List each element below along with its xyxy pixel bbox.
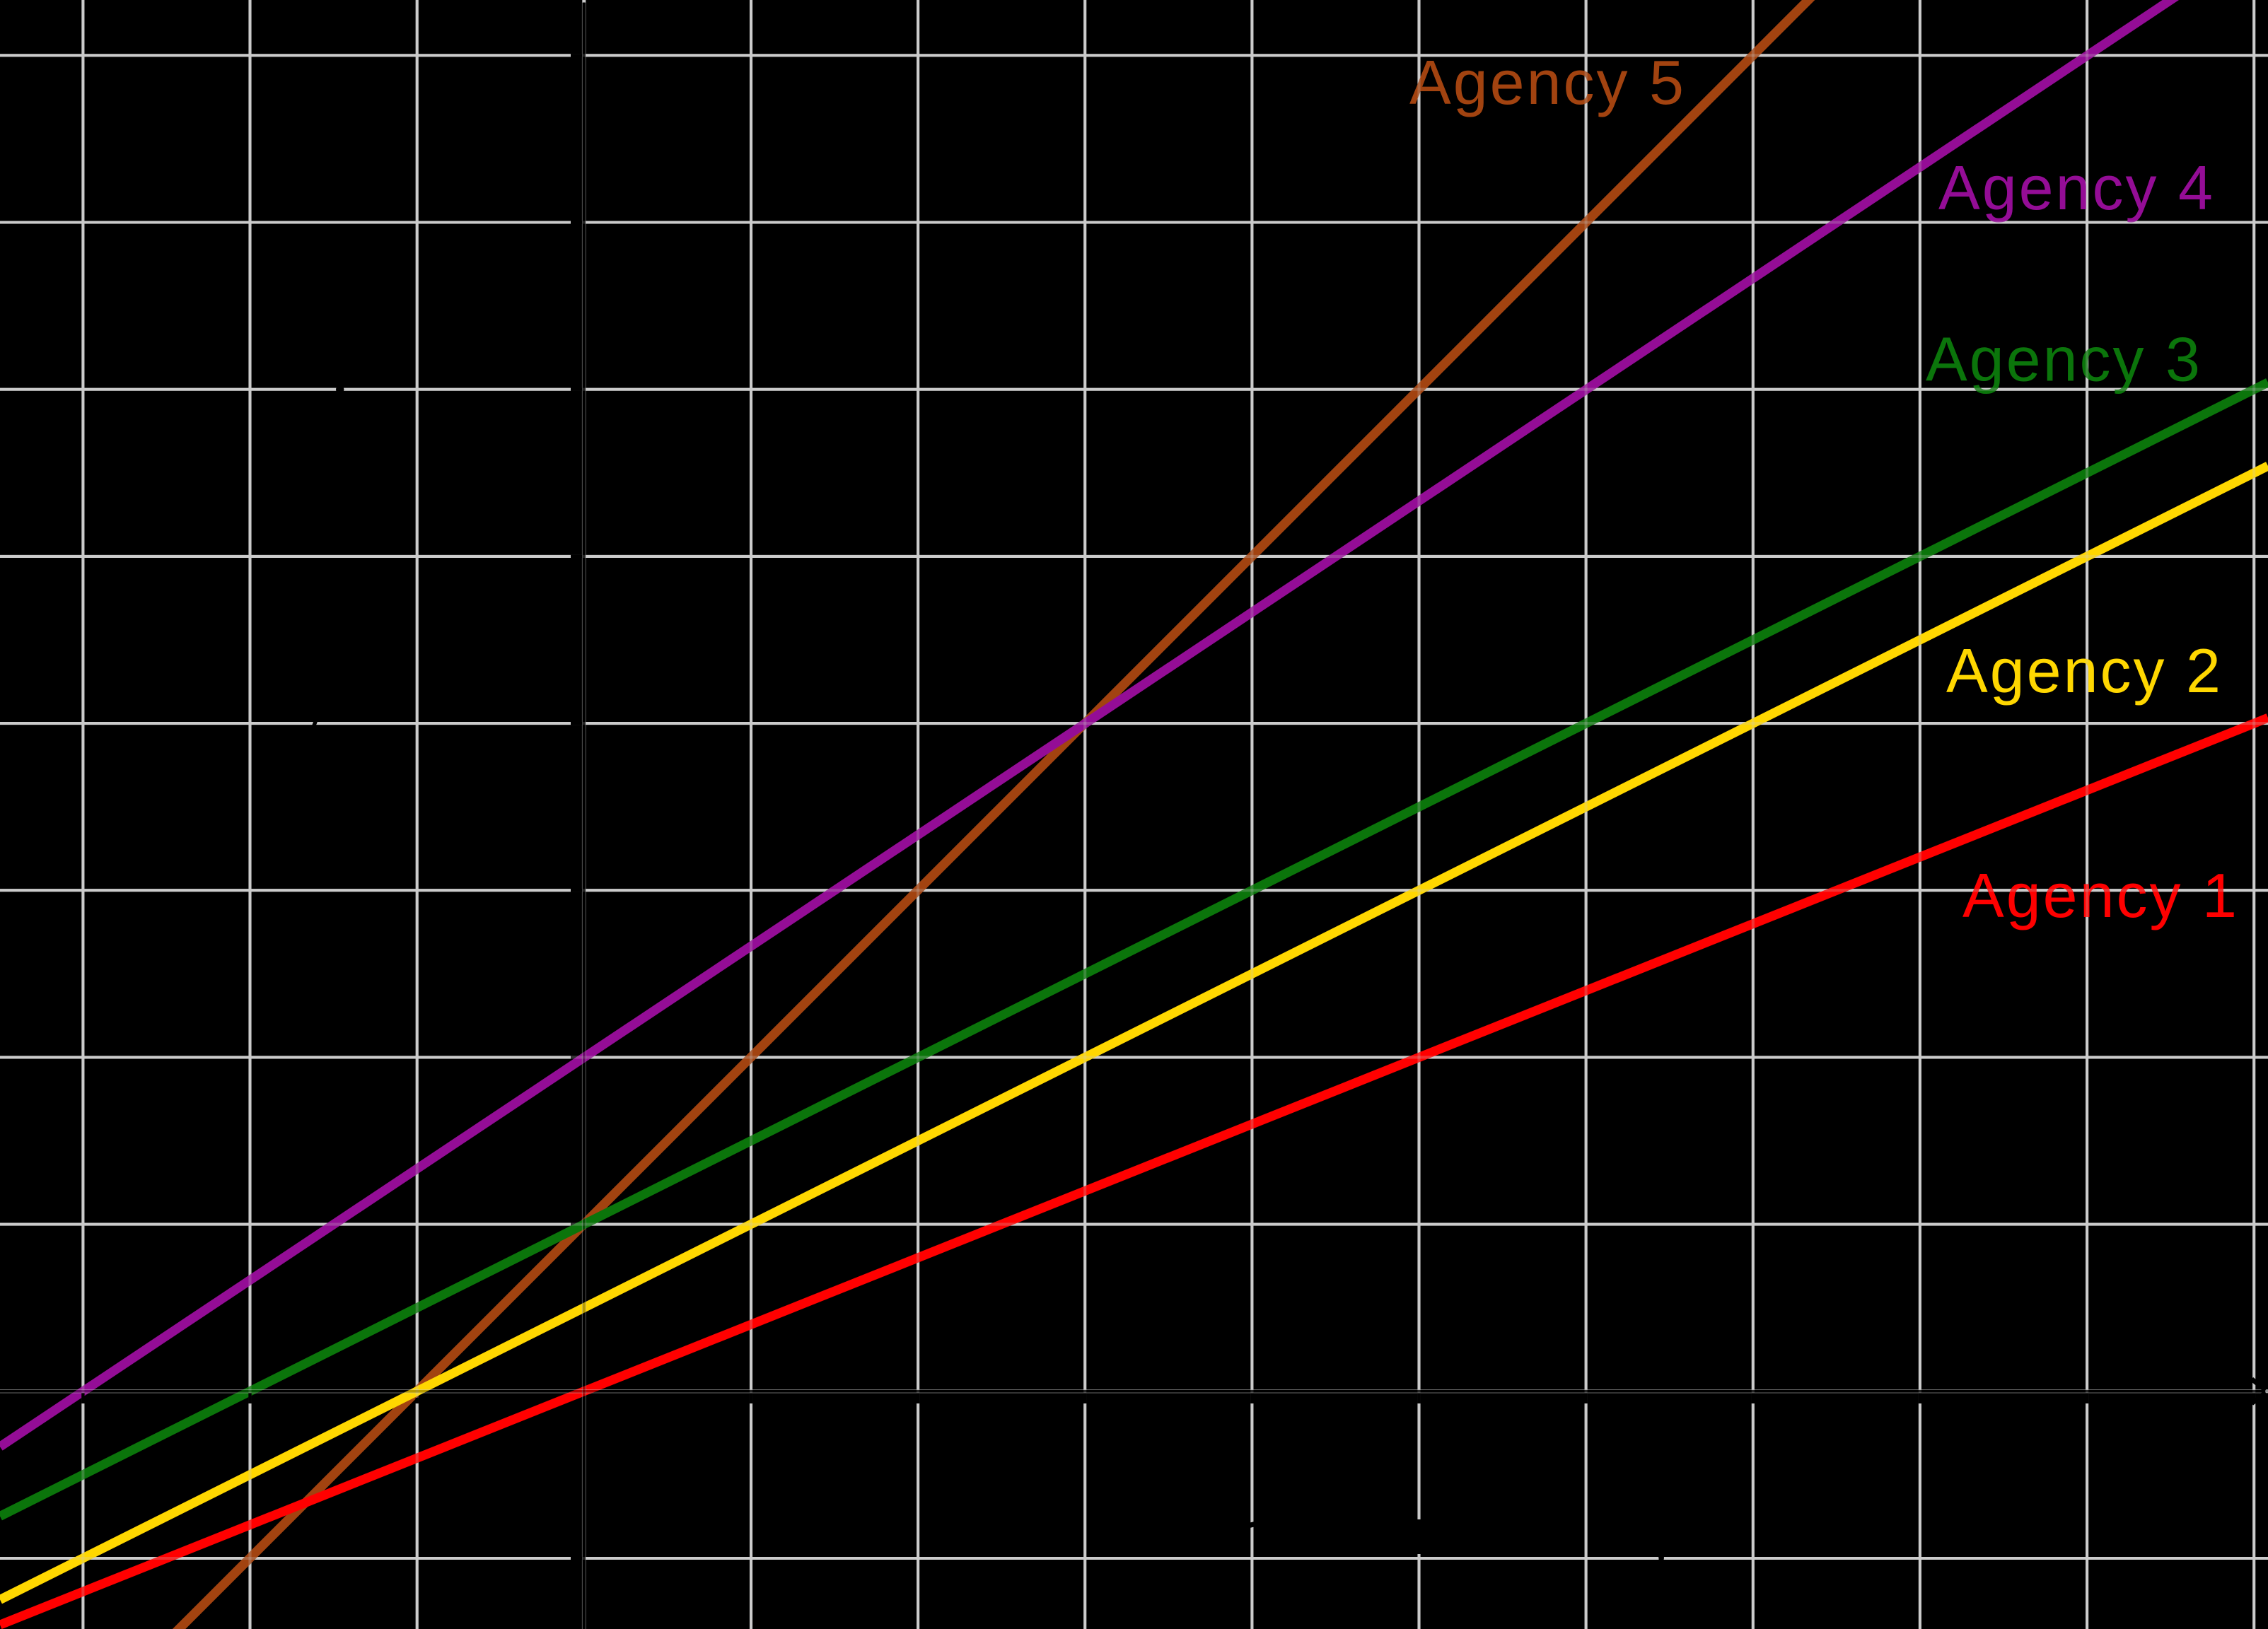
svg-text:Agency 4: Agency 4: [1938, 153, 2215, 223]
svg-text:Agency 2: Agency 2: [1946, 636, 2223, 706]
svg-text:Agency 5: Agency 5: [1409, 47, 1686, 117]
svg-text:Agency 3: Agency 3: [1926, 325, 2202, 395]
svg-text:Agency 1: Agency 1: [1962, 860, 2239, 930]
